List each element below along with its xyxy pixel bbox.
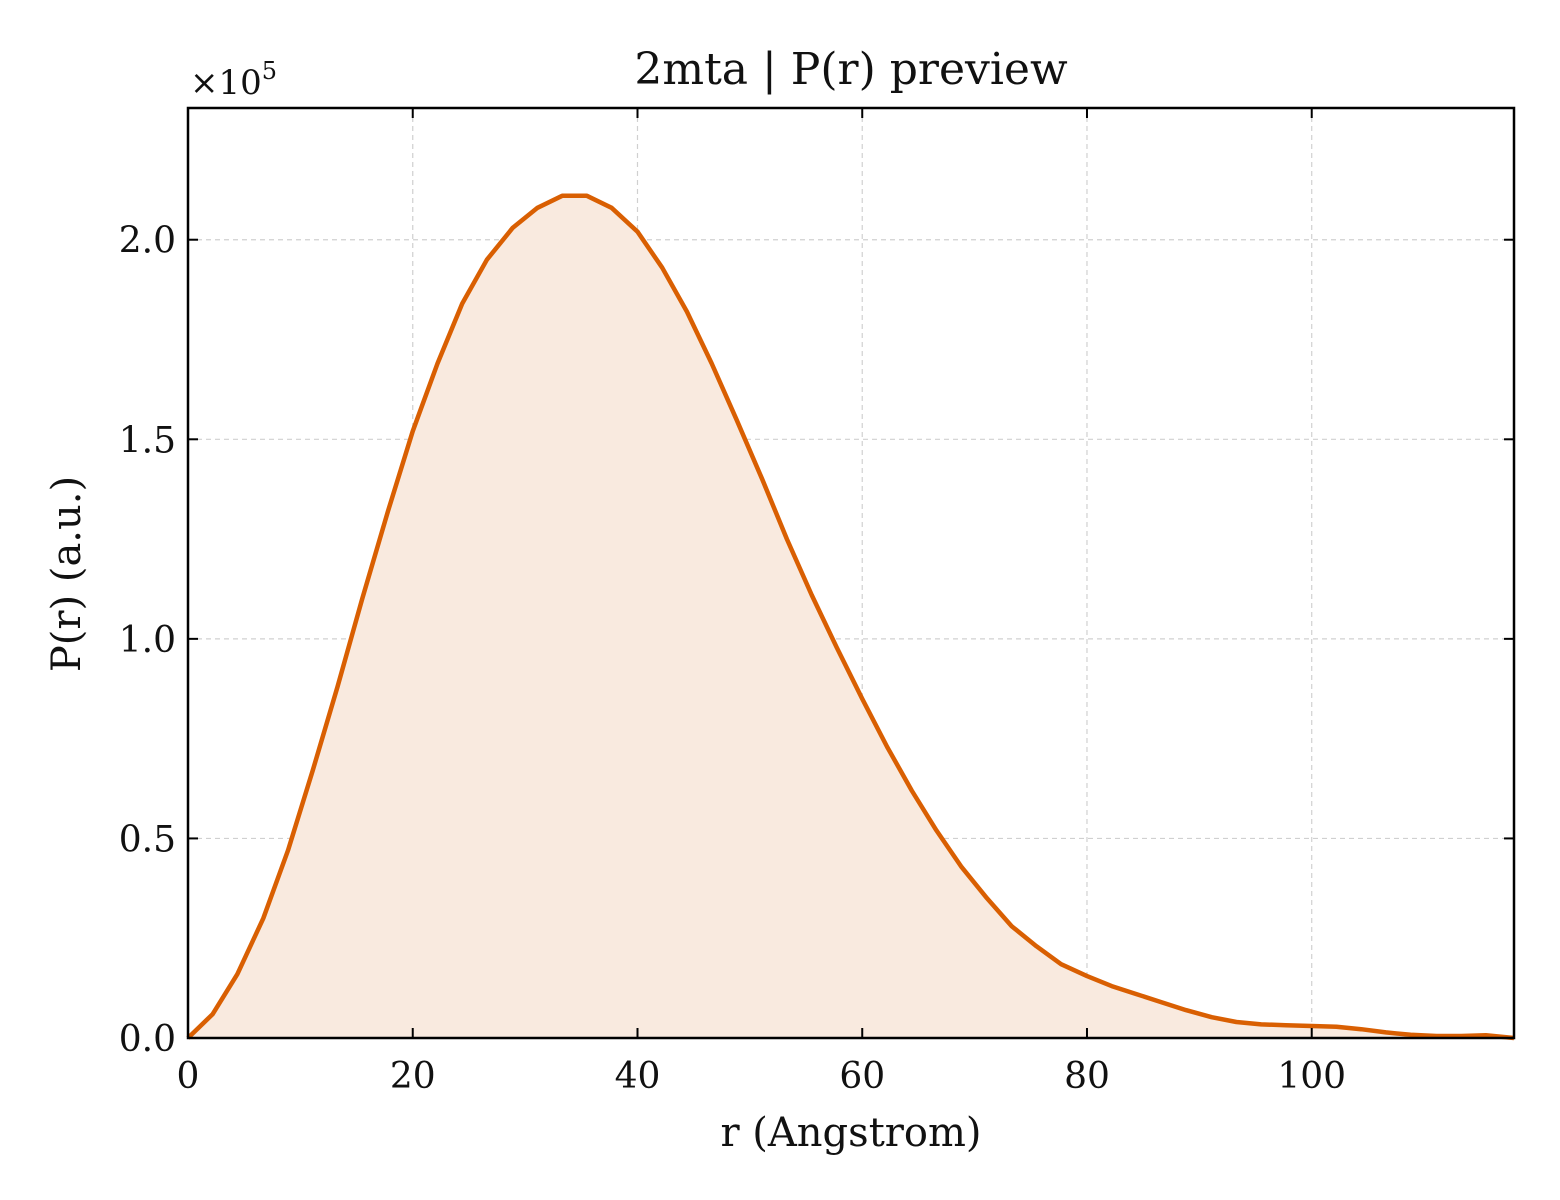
x-axis-label: r (Angstrom) [720, 1110, 981, 1156]
y-axis-label: P(r) (a.u.) [44, 476, 90, 672]
y-multiplier: ×105 [190, 57, 277, 103]
y-tick-label: 0.0 [119, 1019, 176, 1060]
chart-title: 2mta | P(r) preview [634, 44, 1068, 95]
y-tick-label: 1.5 [119, 420, 176, 461]
line-layer [186, 193, 1515, 1041]
y-multiplier-base: ×10 [190, 63, 262, 103]
y-tick-label: 2.0 [119, 221, 176, 262]
x-tick-label: 40 [615, 1056, 661, 1097]
y-axis-ticks: 0.0 0.5 1.0 1.5 2.0 [119, 221, 1514, 1060]
area-fill [188, 195, 1514, 1039]
y-tick-label: 0.5 [119, 819, 176, 860]
y-tick-label: 1.0 [119, 620, 176, 661]
y-multiplier-exponent: 5 [262, 57, 277, 85]
area-layer [188, 195, 1514, 1039]
x-tick-label: 20 [390, 1056, 436, 1097]
x-tick-label: 100 [1277, 1056, 1346, 1097]
x-tick-label: 0 [177, 1056, 200, 1097]
x-tick-label: 60 [839, 1056, 885, 1097]
plot-frame [186, 106, 1516, 1040]
x-axis-ticks: 0 20 40 60 80 100 [177, 108, 1346, 1097]
series-line [186, 193, 1515, 1041]
x-tick-label: 80 [1064, 1056, 1110, 1097]
